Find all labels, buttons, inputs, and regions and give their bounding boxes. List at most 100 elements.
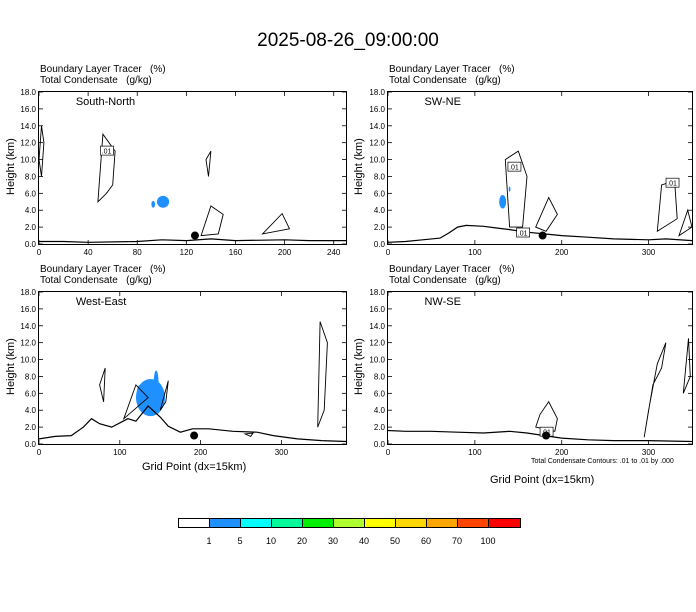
tracer-blob xyxy=(156,195,170,208)
x-tick-label: 0 xyxy=(37,248,42,257)
colorbar-label: 60 xyxy=(420,536,432,546)
y-tick-label: 10.0 xyxy=(369,356,385,365)
x-tick-label: 100 xyxy=(468,248,482,257)
terrain-line xyxy=(38,405,347,443)
y-axis-title: Height (km) xyxy=(5,338,17,395)
terrain-line xyxy=(387,429,693,443)
colorbar-swatch xyxy=(365,519,396,527)
colorbar-label: 1 xyxy=(206,536,212,546)
y-tick-label: 12.0 xyxy=(20,139,36,148)
tracer-blob xyxy=(499,195,507,209)
x-tick-label: 0 xyxy=(386,448,391,457)
y-tick-label: 6.0 xyxy=(374,389,386,398)
y-tick-label: 0.0 xyxy=(25,240,37,249)
colorbar-swatch xyxy=(272,519,303,527)
condensate-contour xyxy=(97,132,116,203)
colorbar-label: 20 xyxy=(296,536,308,546)
y-tick-label: 16.0 xyxy=(20,305,36,314)
terrain-line xyxy=(39,238,346,243)
plot-title: 2025-08-26_09:00:00 xyxy=(257,30,439,51)
contour-label-box xyxy=(507,161,522,172)
condensate-contour xyxy=(682,338,691,394)
condensate-label: Total Condensate (g/kg) xyxy=(389,275,501,286)
y-axis-title: Height (km) xyxy=(5,138,17,195)
tracer-blob xyxy=(136,384,144,402)
y-tick-label: 18.0 xyxy=(20,88,36,97)
y-tick-label: 8.0 xyxy=(374,372,386,381)
panel-south-north: .01 0.0 2.0 4.0 6.0 8.0 10.0 12.0 14.0 16.0 18.0 0 4… xyxy=(20,88,347,257)
colorbar-swatch xyxy=(303,519,334,527)
x-tick-label: 300 xyxy=(275,448,289,457)
x-axis-title: Grid Point (dx=15km) xyxy=(142,461,247,473)
condensate-contour xyxy=(38,125,45,177)
panel-west-east: 0.0 2.0 4.0 6.0 8.0 10.0 12.0 14.0 16.0 18.0 0 100 2… xyxy=(20,288,347,457)
contour-label: .01 xyxy=(667,181,677,188)
condensate-label: Total Condensate (g/kg) xyxy=(40,275,152,286)
y-tick-label: 8.0 xyxy=(374,172,386,181)
condensate-contour xyxy=(656,180,678,233)
chart-svg: .010.02.04.06.08.010.012.014.016.018.001… xyxy=(369,288,693,457)
location-marker xyxy=(190,231,199,240)
y-tick-label: 10.0 xyxy=(369,156,385,165)
colorbar-swatch xyxy=(489,519,520,527)
y-tick-label: 8.0 xyxy=(25,172,37,181)
y-tick-label: 0.0 xyxy=(374,240,386,249)
condensate-contour xyxy=(504,150,528,228)
colorbar-swatch xyxy=(179,519,210,527)
y-tick-label: 12.0 xyxy=(369,339,385,348)
colorbar-swatch xyxy=(427,519,458,527)
y-tick-label: 18.0 xyxy=(369,288,385,297)
y-tick-label: 4.0 xyxy=(25,206,37,215)
colorbar-label: 30 xyxy=(327,536,339,546)
panel-label: West-East xyxy=(76,296,127,308)
terrain-line xyxy=(387,224,693,243)
y-tick-label: 10.0 xyxy=(20,156,36,165)
y-tick-label: 14.0 xyxy=(369,122,385,131)
y-tick-label: 4.0 xyxy=(374,206,386,215)
y-tick-label: 12.0 xyxy=(369,139,385,148)
y-tick-label: 4.0 xyxy=(374,406,386,415)
condensate-contour xyxy=(678,208,693,237)
condensate-label: Total Condensate (g/kg) xyxy=(389,75,501,86)
condensate-contour xyxy=(261,212,291,235)
x-tick-label: 200 xyxy=(555,248,569,257)
x-tick-label: 300 xyxy=(642,448,656,457)
y-tick-label: 4.0 xyxy=(25,406,37,415)
x-axis-title: Grid Point (dx=15km) xyxy=(490,474,595,486)
condensate-contour xyxy=(159,380,169,411)
contour-label: .01 xyxy=(518,231,528,238)
y-tick-label: 14.0 xyxy=(369,322,385,331)
colorbar-label: 100 xyxy=(480,536,496,546)
y-tick-label: 16.0 xyxy=(20,105,36,114)
y-tick-label: 16.0 xyxy=(369,105,385,114)
x-tick-label: 300 xyxy=(642,248,656,257)
tracer-label: Boundary Layer Tracer (%) xyxy=(40,64,166,75)
condensate-contour xyxy=(243,432,255,437)
y-tick-label: 0.0 xyxy=(25,440,37,449)
tracer-label: Boundary Layer Tracer (%) xyxy=(389,264,515,275)
x-tick-label: 200 xyxy=(278,248,292,257)
tracer-label: Boundary Layer Tracer (%) xyxy=(389,64,515,75)
x-tick-label: 200 xyxy=(194,448,208,457)
x-tick-label: 240 xyxy=(327,248,341,257)
y-tick-label: 10.0 xyxy=(20,356,36,365)
tracer-label: Boundary Layer Tracer (%) xyxy=(40,264,166,275)
panel-label: NW-SE xyxy=(424,296,460,308)
tracer-blob xyxy=(508,186,511,192)
panel-sw-ne: .01 .01 .01 0.0 2.0 4.0 6.0 8.0 10.0 12.0 14.0 16.0… xyxy=(369,88,693,257)
condensate-contour xyxy=(99,367,106,402)
chart-svg: .01 0.0 2.0 4.0 6.0 8.0 10.0 12.0 14.0 16.0 18.0 0 4… xyxy=(20,88,346,257)
contour-footnote: Total Condensate Contours: .01 to .01 by… xyxy=(531,458,674,465)
colorbar-swatch xyxy=(334,519,365,527)
colorbar-swatch xyxy=(210,519,241,527)
x-tick-label: 80 xyxy=(133,248,142,257)
y-axis-title: Height (km) xyxy=(353,138,365,195)
condensate-contour xyxy=(643,342,667,438)
x-tick-label: 0 xyxy=(37,448,42,457)
panel-3-header: Boundary Layer Tracer (%) Total Condensa… xyxy=(40,264,166,286)
colorbar-swatch xyxy=(396,519,427,527)
y-axis-title: Height (km) xyxy=(353,338,365,395)
contour-label: .01 xyxy=(102,149,112,156)
y-tick-label: 8.0 xyxy=(25,372,37,381)
colorbar-label: 5 xyxy=(237,536,243,546)
